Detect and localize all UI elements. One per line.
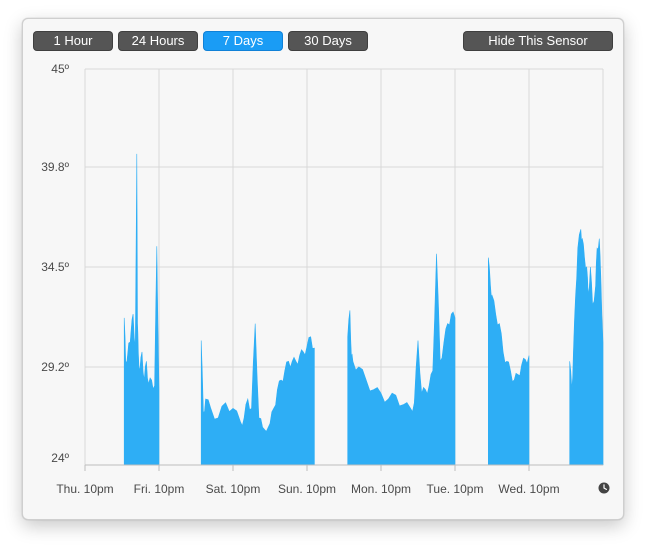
series-segment-2	[200, 323, 315, 466]
range-30-days-button[interactable]: 30 Days	[288, 31, 368, 51]
x-tick-labels: Thu. 10pm Fri. 10pm Sat. 10pm Sun. 10pm Mon.…	[56, 482, 559, 496]
range-7-days-button[interactable]: 7 Days	[203, 31, 283, 51]
x-tick-label: Fri. 10pm	[134, 482, 185, 496]
y-tick-labels: 24º 29.2º 34.5º 39.8º 45º	[41, 62, 69, 465]
chart-area-series	[123, 153, 604, 466]
x-tick-label: Tue. 10pm	[427, 482, 484, 496]
range-1-hour-button[interactable]: 1 Hour	[33, 31, 113, 51]
x-tick-label: Sat. 10pm	[206, 482, 261, 496]
y-tick-label: 24º	[51, 451, 69, 465]
y-tick-label: 29.2º	[41, 360, 69, 374]
series-segment-1	[123, 153, 160, 466]
x-tick-label: Sun. 10pm	[278, 482, 336, 496]
clock-icon[interactable]	[598, 482, 610, 494]
y-tick-label: 39.8º	[41, 160, 69, 174]
temperature-chart: 24º 29.2º 34.5º 39.8º 45º Thu. 10pm Fri. 10pm…	[41, 62, 610, 496]
x-tick-label: Mon. 10pm	[351, 482, 411, 496]
series-segment-3	[347, 253, 456, 466]
y-tick-label: 34.5º	[41, 260, 69, 274]
sensor-history-window: 1 Hour 24 Hours 7 Days 30 Days Hide This…	[22, 18, 624, 520]
y-tick-label: 45º	[51, 62, 69, 76]
hide-sensor-button[interactable]: Hide This Sensor	[463, 31, 613, 51]
x-tick-label: Thu. 10pm	[56, 482, 113, 496]
series-segment-4	[488, 257, 530, 466]
range-24-hours-button[interactable]: 24 Hours	[118, 31, 198, 51]
chart-axes	[84, 464, 603, 471]
x-tick-label: Wed. 10pm	[498, 482, 559, 496]
series-segment-5	[569, 229, 604, 466]
